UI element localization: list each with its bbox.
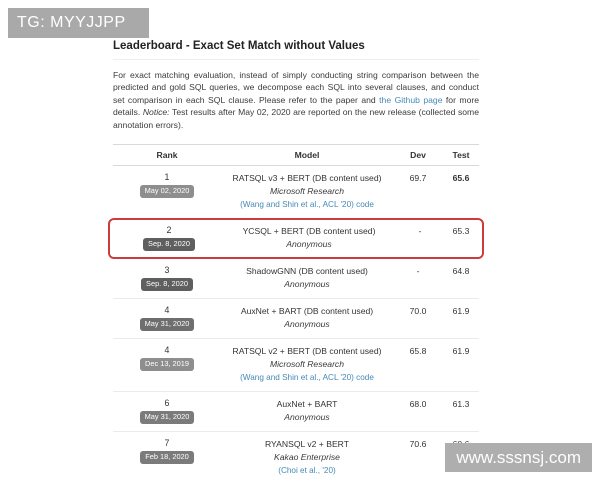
citation-link[interactable]: (Wang and Shin et al., ACL '20) code <box>240 200 374 210</box>
date-badge: Feb 18, 2020 <box>140 451 194 465</box>
table-row: 3 Sep. 8, 2020 ShadowGNN (DB content use… <box>113 259 479 298</box>
leaderboard-page: Leaderboard - Exact Set Match without Va… <box>108 40 484 480</box>
rank-number: 2 <box>166 225 172 236</box>
leaderboard-table: Rank Model Dev Test 1 May 02, 2020 RATSQ… <box>108 144 484 480</box>
model-cell: RATSQL v2 + BERT (DB content used) Micro… <box>221 345 393 384</box>
dev-score: - <box>416 266 420 277</box>
dev-score: 68.0 <box>409 399 427 410</box>
description-part1: For exact matching evaluation, instead o… <box>113 70 479 105</box>
dev-score: 69.7 <box>409 173 427 184</box>
test-score: 61.3 <box>452 399 470 410</box>
rank-number: 1 <box>164 172 170 183</box>
citation-link[interactable]: (Choi et al., '20) <box>278 466 336 476</box>
model-cell: AuxNet + BART Anonymous <box>221 398 393 424</box>
test-score: 64.8 <box>452 266 470 277</box>
dev-score: 70.0 <box>409 306 427 317</box>
model-cell: YCSQL + BERT (DB content used) Anonymous <box>223 225 395 251</box>
rank-number: 4 <box>164 345 170 356</box>
description-part2: for more details. <box>113 94 479 118</box>
watermark-website-text: www.sssnsj.com <box>456 448 581 467</box>
github-page-link[interactable]: the Github page <box>379 94 443 105</box>
watermark-telegram-text: TG: MYYJJPP <box>17 14 126 31</box>
citation-link[interactable]: (Wang and Shin et al., ACL '20) code <box>240 373 374 383</box>
dev-score: 70.6 <box>409 439 427 450</box>
model-name: RYANSQL v2 + BERT <box>265 439 349 450</box>
model-name: AuxNet + BART (DB content used) <box>240 306 374 317</box>
date-badge: Dec 13, 2019 <box>140 358 194 372</box>
model-organization: Anonymous <box>286 239 332 250</box>
rank-cell: 3 Sep. 8, 2020 <box>113 265 221 292</box>
date-badge: Sep. 8, 2020 <box>143 238 195 252</box>
rank-cell: 6 May 31, 2020 <box>113 398 221 425</box>
rank-cell: 4 May 31, 2020 <box>113 305 221 332</box>
date-badge: May 31, 2020 <box>139 318 195 332</box>
rank-number: 3 <box>164 265 170 276</box>
table-row: 1 May 02, 2020 RATSQL v3 + BERT (DB cont… <box>113 166 479 218</box>
column-header-test: Test <box>452 150 470 161</box>
description-part3: Test results after May 02, 2020 are repo… <box>113 107 479 130</box>
model-name: YCSQL + BERT (DB content used) <box>242 226 376 237</box>
column-header-model: Model <box>294 150 320 161</box>
date-badge: May 31, 2020 <box>139 411 195 425</box>
model-organization: Microsoft Research <box>269 186 345 197</box>
model-name: RATSQL v2 + BERT (DB content used) <box>232 346 382 357</box>
date-badge: May 02, 2020 <box>139 185 195 199</box>
test-score: 61.9 <box>452 306 470 317</box>
model-organization: Anonymous <box>284 279 330 290</box>
table-header-row: Rank Model Dev Test <box>113 144 479 167</box>
date-badge: Sep. 8, 2020 <box>141 278 193 292</box>
model-cell: RATSQL v3 + BERT (DB content used) Micro… <box>221 172 393 211</box>
rank-number: 4 <box>164 305 170 316</box>
table-row: 2 Sep. 8, 2020 YCSQL + BERT (DB content … <box>108 218 484 260</box>
test-score: 65.3 <box>452 226 470 237</box>
rank-cell: 1 May 02, 2020 <box>113 172 221 199</box>
rank-cell: 4 Dec 13, 2019 <box>113 345 221 372</box>
watermark-telegram: TG: MYYJJPP <box>8 8 149 38</box>
model-organization: Microsoft Research <box>269 359 345 370</box>
table-row: 6 May 31, 2020 AuxNet + BART Anonymous 6… <box>113 391 479 431</box>
test-score: 65.6 <box>452 173 470 184</box>
rank-cell: 2 Sep. 8, 2020 <box>115 225 223 252</box>
notice-label: Notice: <box>142 107 170 118</box>
column-header-dev: Dev <box>410 150 426 161</box>
model-name: ShadowGNN (DB content used) <box>246 266 368 277</box>
table-row: 4 May 31, 2020 AuxNet + BART (DB content… <box>113 298 479 338</box>
rank-number: 7 <box>164 438 170 449</box>
watermark-website: www.sssnsj.com <box>445 443 592 472</box>
model-cell: RYANSQL v2 + BERT Kakao Enterprise (Choi… <box>221 438 393 477</box>
rank-number: 6 <box>164 398 170 409</box>
table-row: 4 Dec 13, 2019 RATSQL v2 + BERT (DB cont… <box>113 338 479 391</box>
test-score: 61.9 <box>452 346 470 357</box>
table-body: 1 May 02, 2020 RATSQL v3 + BERT (DB cont… <box>108 166 484 480</box>
dev-score: 65.8 <box>409 346 427 357</box>
rank-cell: 7 Feb 18, 2020 <box>113 438 221 465</box>
model-organization: Anonymous <box>284 412 330 423</box>
model-cell: AuxNet + BART (DB content used) Anonymou… <box>221 305 393 331</box>
page-title: Leaderboard - Exact Set Match without Va… <box>113 40 479 60</box>
model-name: AuxNet + BART <box>276 399 338 410</box>
model-organization: Anonymous <box>284 319 330 330</box>
table-row: 7 Feb 18, 2020 RYANSQL v2 + BERT Kakao E… <box>113 431 479 480</box>
column-header-rank: Rank <box>156 150 178 161</box>
model-organization: Kakao Enterprise <box>274 452 340 463</box>
model-name: RATSQL v3 + BERT (DB content used) <box>232 173 382 184</box>
model-cell: ShadowGNN (DB content used) Anonymous <box>221 265 393 291</box>
leaderboard-description: For exact matching evaluation, instead o… <box>113 69 479 131</box>
dev-score: - <box>418 226 422 237</box>
